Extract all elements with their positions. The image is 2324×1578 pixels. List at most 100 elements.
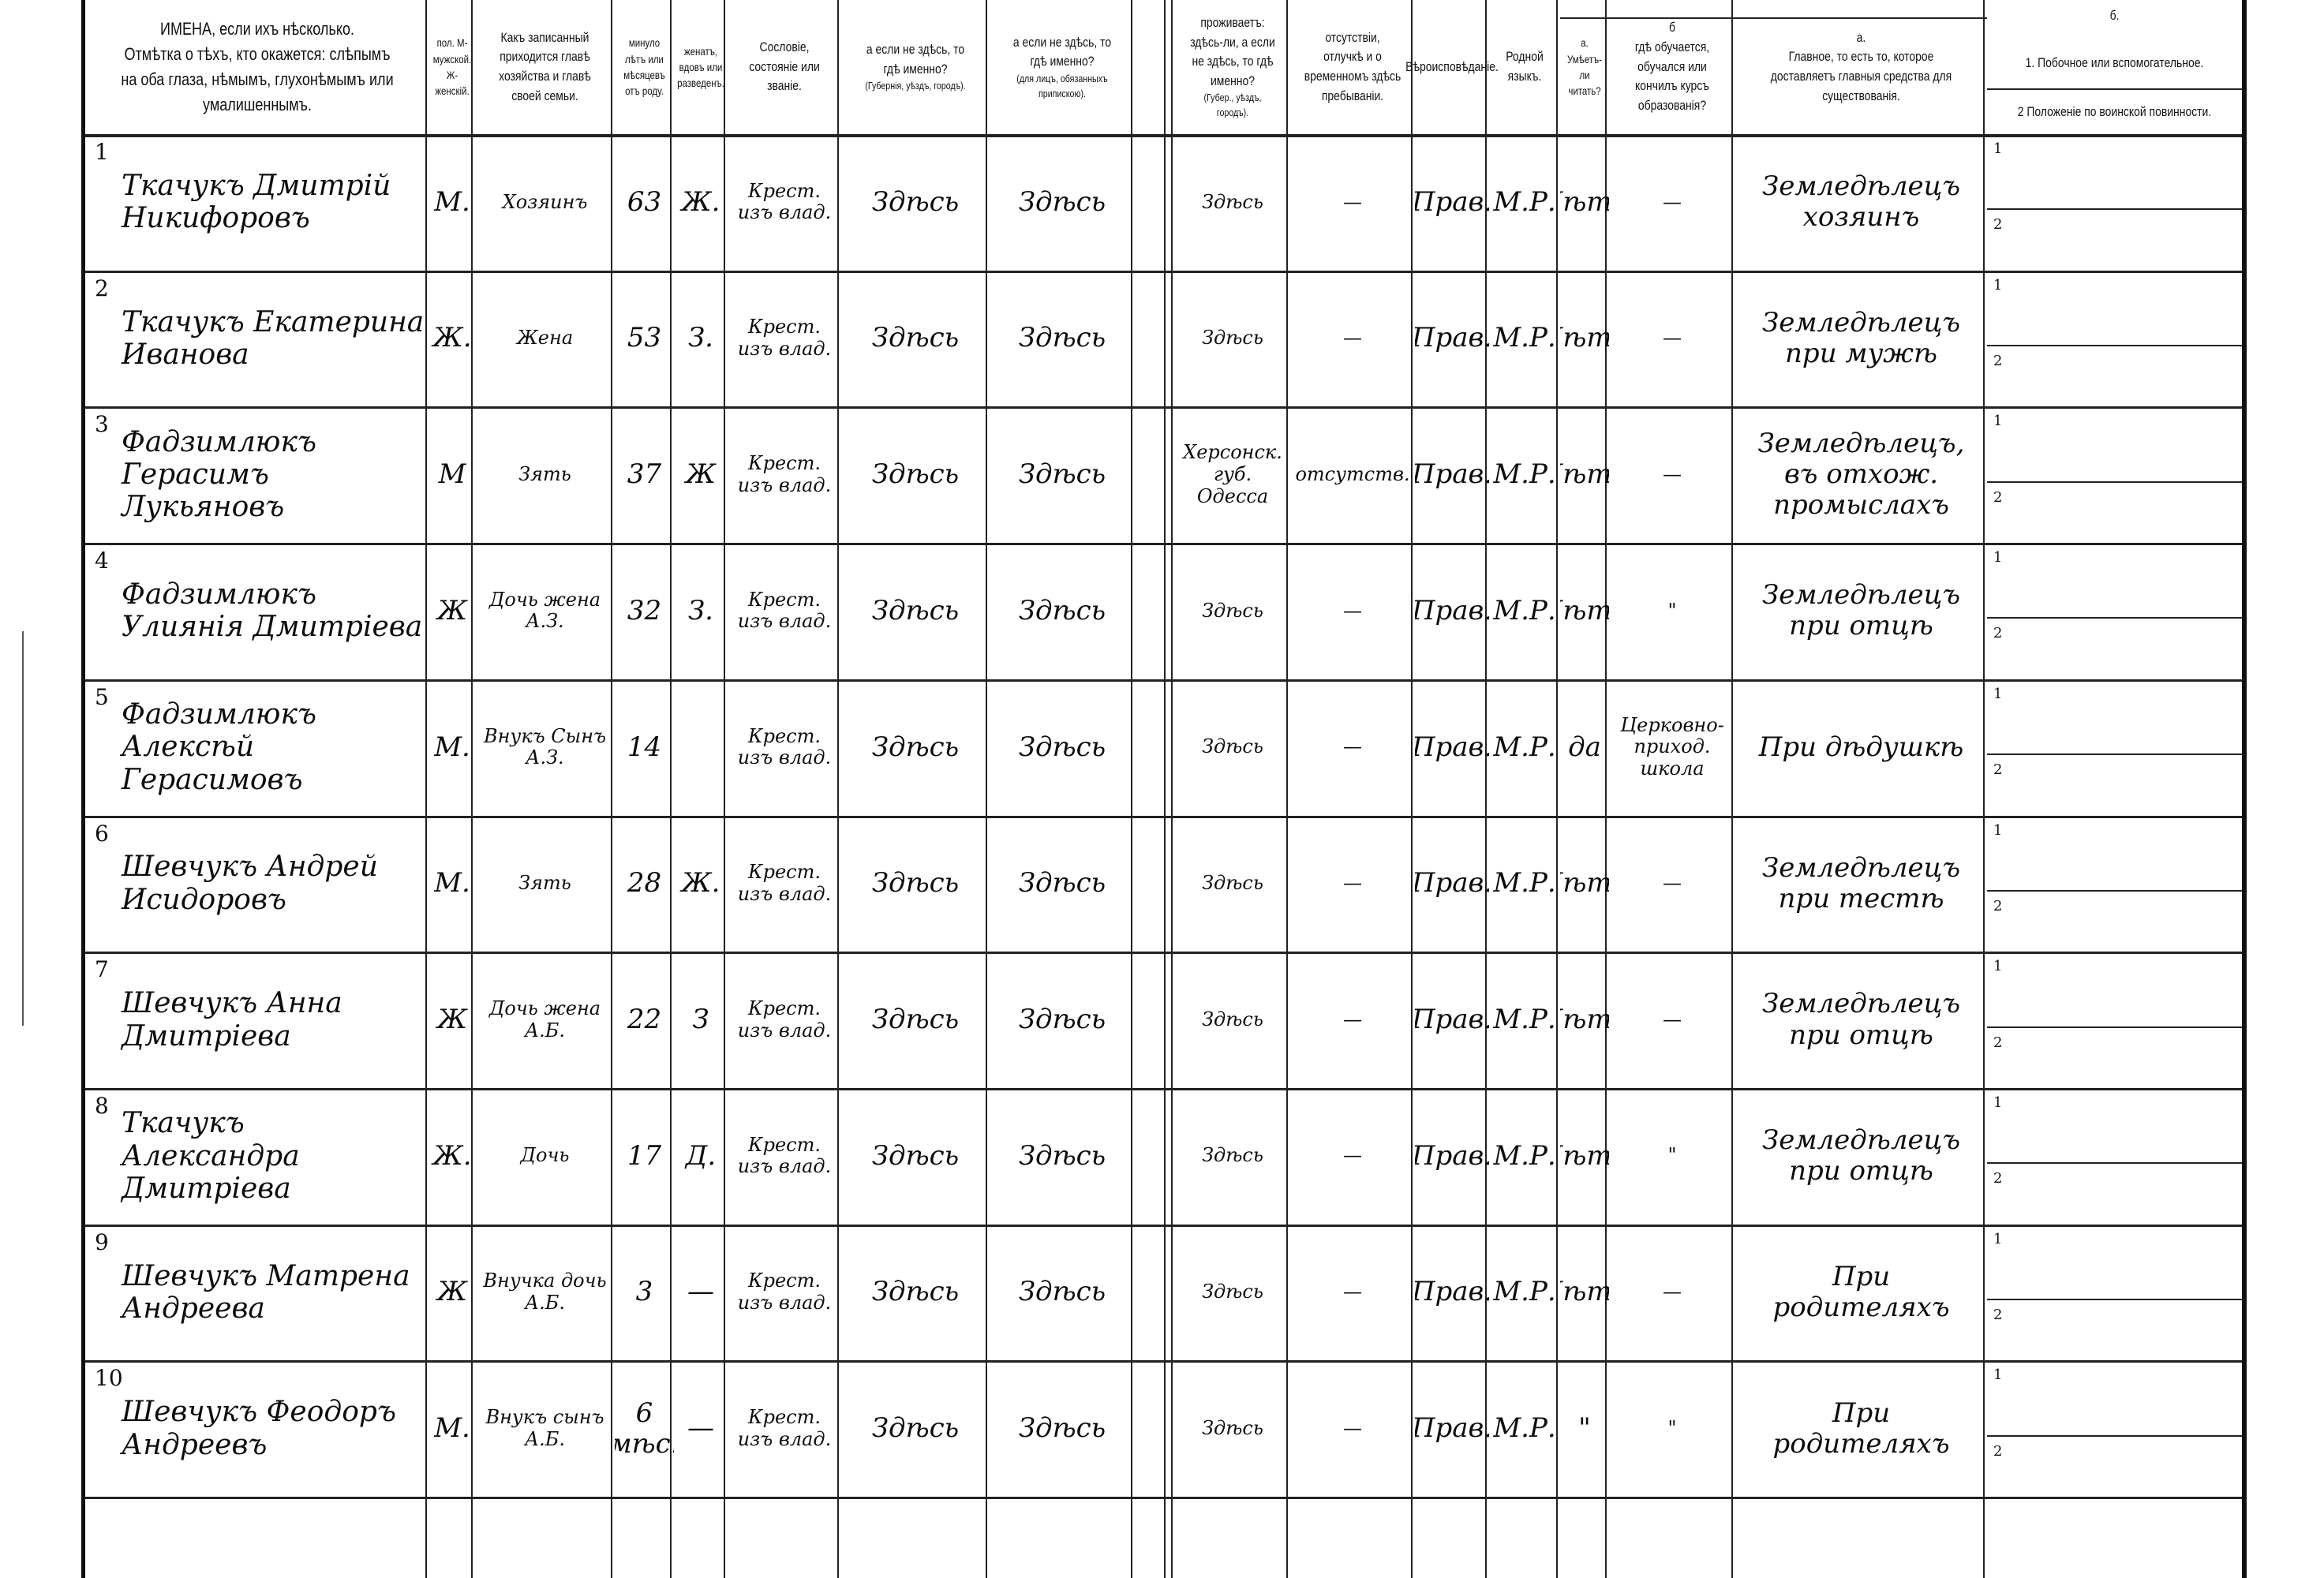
cell-language: М.Р.	[1493, 458, 1556, 491]
cell-religion: Прав.	[1415, 185, 1489, 218]
cell-literate: Нѣтъ	[1560, 185, 1609, 218]
header-relation: Какъ записанный приходится главѣ хозяйст…	[488, 0, 602, 134]
header-name: ИМЕНА, если ихъ нѣсколько. Отмѣтка о тѣхъ…	[116, 0, 399, 134]
header-text: а.	[1581, 36, 1589, 50]
cell-occupation: Земледѣлецъ при отцѣ	[1762, 988, 1960, 1051]
header-birthplace: а если не здѣсь, то гдѣ именно? (Губернія…	[855, 0, 976, 134]
cell-estate: Крест. изъ влад.	[737, 452, 832, 496]
sub-row-divider	[1987, 208, 2242, 211]
sub-label-1: 1	[1993, 140, 2003, 157]
cell-language: М.Р.	[1493, 1139, 1556, 1172]
cell-birthplace: Здѣсь	[871, 322, 960, 354]
header-text: Главное, то есть то, которое доставляетъ…	[1770, 49, 1952, 103]
cell-birthplace: Здѣсь	[871, 458, 960, 491]
cell-language: М.Р.	[1493, 1276, 1556, 1308]
header-occupation-b2: 2 Положеніе по воинской повинности.	[2017, 104, 2212, 120]
header-text: (Губернія, уѣздъ, городъ).	[865, 80, 966, 92]
cell-occupation: Земледѣлецъ хозяинъ	[1762, 170, 1960, 234]
cell-relation: Внукъ Сынъ А.З.	[483, 724, 607, 769]
header-text: Отмѣтка о тѣхъ, кто окажется: слѣпымъ на…	[121, 44, 394, 114]
header-sex: пол. М-мужской. Ж-женскій.	[433, 0, 471, 134]
cell-residence: Здѣсь	[1202, 327, 1263, 350]
sub-label-1: 1	[1993, 821, 2003, 839]
cell-residence: Здѣсь	[1202, 1008, 1263, 1030]
header-registered: а если не здѣсь, то гдѣ именно? (для лицъ…	[1003, 0, 1122, 134]
cell-language: М.Р.	[1493, 594, 1556, 626]
cell-religion: Прав.	[1415, 1412, 1489, 1445]
cell-name: Шевчукъ Феодоръ Андреевъ	[122, 1396, 396, 1461]
row-number: 4	[95, 548, 109, 574]
cell-occupation: При родителяхъ	[1772, 1397, 1950, 1460]
row-divider	[85, 1360, 2242, 1363]
header-text: женатъ, вдовъ или разведенъ.	[677, 44, 724, 90]
cell-school: —	[1663, 462, 1682, 485]
cell-absence: —	[1343, 599, 1362, 622]
cell-sex: Ж	[436, 594, 468, 626]
cell-literate: Нѣтъ	[1560, 1139, 1609, 1172]
sub-label-2: 2	[1993, 1170, 2003, 1187]
cell-relation: Зять	[518, 872, 571, 895]
sub-label-2: 2	[1993, 1442, 2003, 1460]
column-divider	[471, 0, 473, 1578]
header-absence: отсутствіи, отлучкѣ и о временномъ здѣсь…	[1301, 0, 1404, 134]
header-age: минуло лѣтъ или мѣсяцевъ отъ роду.	[620, 0, 669, 134]
cell-occupation: Земледѣлецъ при отцѣ	[1762, 1124, 1960, 1187]
cell-school: "	[1667, 1144, 1677, 1167]
cell-birthplace: Здѣсь	[871, 731, 960, 763]
cell-marital: З	[692, 1003, 709, 1035]
cell-estate: Крест. изъ влад.	[737, 588, 832, 633]
row-divider	[85, 1497, 2242, 1499]
cell-literate: Нѣтъ	[1560, 1003, 1609, 1035]
column-divider	[670, 0, 672, 1578]
sub-row-divider	[1987, 1026, 2242, 1028]
cell-language: М.Р.	[1493, 1003, 1556, 1035]
header-text: проживаетъ: здѣсь-ли, а если не здѣсь, т…	[1190, 14, 1275, 88]
cell-religion: Прав.	[1415, 1139, 1489, 1172]
header-text: б	[1669, 20, 1675, 36]
cell-absence: —	[1343, 735, 1362, 758]
cell-birthplace: Здѣсь	[871, 1139, 960, 1172]
cell-absence: —	[1343, 1008, 1362, 1030]
cell-name: Ткачукъ Екатерина Иванова	[122, 305, 425, 372]
sub-row-divider	[1987, 1162, 2242, 1165]
cell-age: 53	[627, 322, 662, 354]
cell-literate: Нѣтъ	[1560, 867, 1609, 899]
cell-marital: Ж.	[681, 185, 720, 218]
row-divider	[85, 952, 2242, 955]
sub-label-1: 1	[1993, 1230, 2003, 1247]
column-divider	[1556, 0, 1558, 1578]
column-divider	[986, 0, 987, 1578]
header-text: гдѣ обучается, обучался или кончилъ курс…	[1634, 39, 1710, 113]
cell-language: М.Р.	[1493, 322, 1556, 354]
cell-name: Ткачукъ Александра Дмитріева	[122, 1107, 300, 1205]
sub-label-2: 2	[1993, 353, 2003, 370]
sub-label-1: 1	[1993, 685, 2003, 702]
column-divider	[724, 0, 725, 1578]
column-divider	[1164, 0, 1166, 1578]
cell-name: Шевчукъ Анна Дмитріева	[122, 987, 342, 1053]
sub-label-2: 2	[1993, 1034, 2003, 1051]
row-number: 10	[95, 1365, 123, 1392]
column-divider	[1131, 0, 1132, 1578]
sub-label-2: 2	[1993, 216, 2003, 234]
cell-sex: М.	[434, 185, 470, 218]
cell-occupation: При дѣдушкѣ	[1758, 731, 1964, 763]
cell-absence: отсутств.	[1295, 462, 1410, 485]
cell-estate: Крест. изъ влад.	[737, 179, 832, 224]
sub-row-divider	[1987, 1298, 2242, 1300]
cell-name: Шевчукъ Андрей Исидоровъ	[122, 851, 378, 916]
cell-age: 32	[627, 594, 662, 626]
cell-sex: М	[438, 458, 466, 491]
cell-name: Фадзимлюкъ Герасимъ Лукьяновъ	[122, 425, 316, 524]
header-text: а если не здѣсь, то гдѣ именно?	[866, 41, 965, 77]
cell-school: —	[1663, 872, 1682, 895]
cell-sex: Ж.	[432, 322, 472, 354]
cell-literate: Нѣтъ	[1560, 458, 1609, 491]
sub-label-1: 1	[1993, 1367, 2003, 1384]
sub-row-divider	[1987, 889, 2242, 892]
cell-residence: Здѣсь	[1202, 1144, 1263, 1167]
cell-language: М.Р.	[1493, 185, 1556, 218]
sub-row-divider	[1987, 345, 2242, 347]
sub-label-2: 2	[1993, 761, 2003, 779]
cell-registered: Здѣсь	[1018, 594, 1106, 626]
